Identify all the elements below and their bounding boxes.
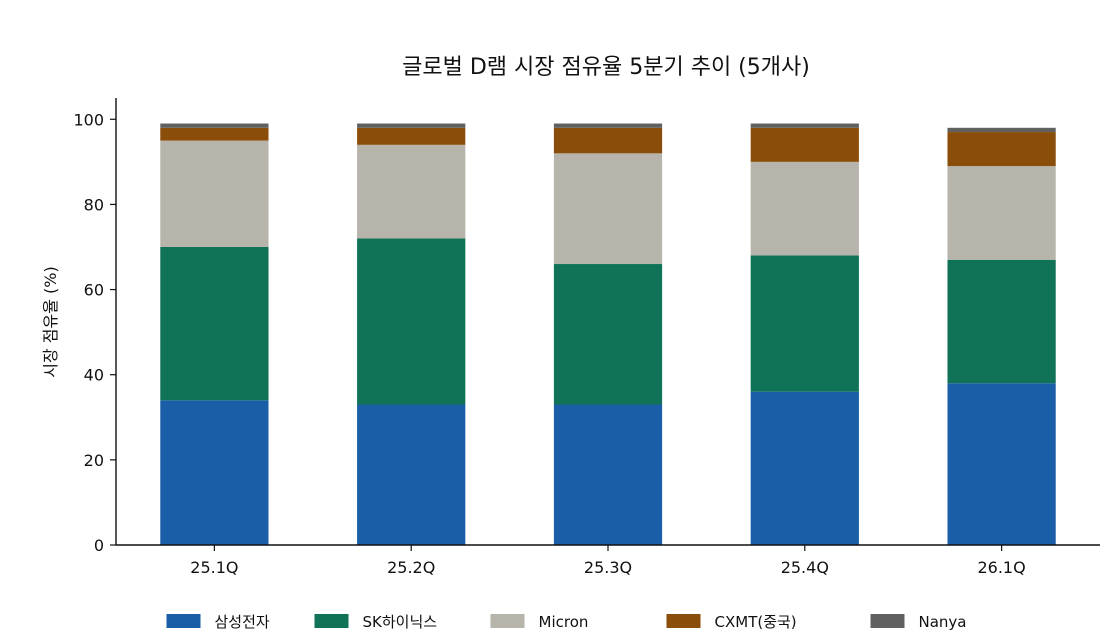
bar-segment-0-3 [160, 127, 269, 141]
bar-segment-3-3 [750, 127, 859, 162]
y-tick-label: 100 [73, 110, 104, 129]
bar-segment-0-0 [160, 400, 269, 545]
x-tick-label: 25.3Q [584, 558, 632, 577]
x-tick-label: 26.1Q [977, 558, 1025, 577]
legend: 삼성전자 SK하이닉스 Micron CXMT(중국) Nanya [166, 613, 967, 631]
legend-swatch [666, 614, 701, 628]
bar-segment-0-2 [160, 140, 269, 247]
y-tick-label: 0 [94, 536, 104, 555]
legend-label: CXMT(중국) [715, 613, 797, 631]
bar-segment-2-4 [553, 123, 663, 128]
bar-segment-1-0 [357, 404, 466, 545]
bar-segment-1-4 [357, 123, 466, 128]
y-tick-label: 40 [84, 366, 104, 385]
x-tick-label: 25.4Q [781, 558, 829, 577]
y-axis: 0 20 40 60 80 100 [73, 98, 117, 555]
bar-segment-3-4 [750, 123, 859, 128]
y-tick-label: 20 [84, 451, 104, 470]
y-axis-label: 시장 점유율 (%) [41, 266, 60, 377]
bar-segment-1-2 [357, 144, 466, 239]
legend-label: Nanya [919, 613, 967, 631]
bar-segment-2-0 [553, 404, 663, 545]
bar-segment-1-1 [357, 238, 466, 405]
chart-title: 글로벌 D램 시장 점유율 5분기 추이 (5개사) [402, 55, 810, 80]
bar-segment-2-1 [553, 264, 663, 405]
x-axis: 25.1Q 25.2Q 25.3Q 25.4Q 26.1Q [116, 544, 1100, 577]
bar-segment-3-2 [750, 161, 859, 256]
plot-area [160, 123, 1056, 545]
bar-segment-1-3 [357, 127, 466, 145]
y-tick-label: 80 [84, 195, 104, 214]
bar-segment-0-4 [160, 123, 269, 128]
x-tick-label: 25.1Q [190, 558, 238, 577]
legend-label: SK하이닉스 [363, 613, 438, 631]
bar-segment-4-1 [947, 259, 1056, 384]
y-tick-label: 60 [84, 281, 104, 300]
x-tick-label: 25.2Q [387, 558, 435, 577]
legend-swatch [870, 614, 905, 628]
bar-segment-2-3 [553, 127, 663, 154]
bar-segment-0-1 [160, 247, 269, 401]
bar-segment-4-3 [947, 132, 1056, 167]
bar-segment-4-2 [947, 166, 1056, 260]
bar-segment-4-0 [947, 383, 1056, 545]
bar-segment-3-0 [750, 391, 859, 545]
legend-label: 삼성전자 [215, 613, 270, 631]
bar-segment-2-2 [553, 153, 663, 265]
legend-swatch [166, 614, 201, 628]
bar-segment-4-4 [947, 127, 1056, 133]
legend-label: Micron [539, 613, 589, 631]
bar-segment-3-1 [750, 255, 859, 392]
legend-swatch [490, 614, 525, 628]
legend-swatch [314, 614, 349, 628]
